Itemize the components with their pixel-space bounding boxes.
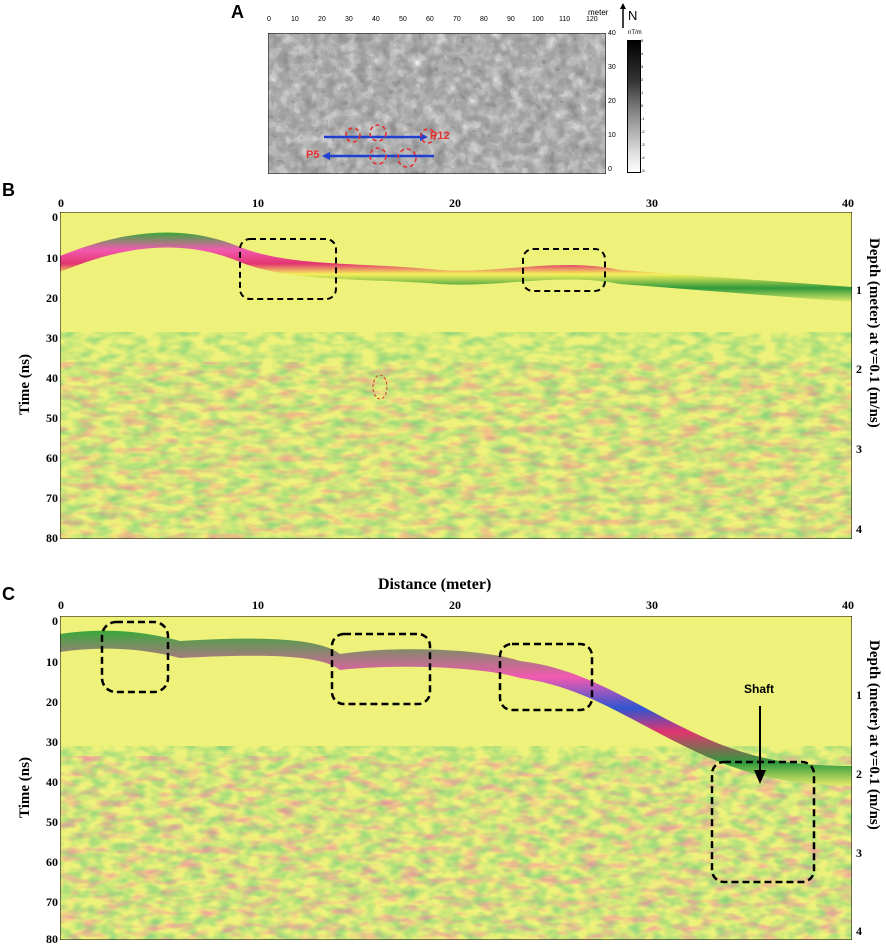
panel-b-x-tick: 10: [252, 196, 264, 210]
colorbar-tick: -3: [641, 142, 645, 147]
colorbar-tick: -4: [641, 155, 645, 160]
panel-c-time-tick: 80: [46, 932, 58, 946]
panel-c-time-tick: 10: [46, 655, 58, 669]
panel-c-depth-label: Depth (meter) at v=0.1 (m/ns): [866, 640, 882, 830]
panel-a-x-unit: meter: [588, 8, 609, 17]
north-arrow-icon: [620, 3, 626, 28]
panel-c-time-tick: 60: [46, 855, 58, 869]
panel-c-x-tick: 30: [646, 598, 658, 612]
panel-c-time-tick: 30: [46, 735, 58, 749]
colorbar-unit: nT/m: [628, 30, 642, 36]
panel-b-radargram: [60, 212, 852, 539]
panel-c-time-tick: 50: [46, 815, 58, 829]
panel-a-x-tick: 80: [480, 16, 488, 23]
panel-c-x-tick: 20: [449, 598, 461, 612]
panel-c-x-title: Distance (meter): [378, 576, 492, 593]
panel-b-depth-tick: 4: [856, 522, 862, 536]
shaft-annotation: Shaft: [744, 682, 774, 696]
panel-a-x-tick: 90: [507, 16, 515, 23]
panel-c-time-tick: 70: [46, 895, 58, 909]
panel-a-x-tick: 100: [532, 16, 544, 23]
profile-label-p5: P5: [306, 149, 320, 161]
panel-b-time-tick: 50: [46, 411, 58, 425]
colorbar-tick: -5: [641, 168, 645, 173]
colorbar-tick: 0: [641, 103, 644, 108]
panel-a-x-tick: 20: [318, 16, 326, 23]
panel-a-letter: A: [231, 2, 244, 22]
colorbar-tick: 4: [641, 51, 644, 56]
panel-c-x-tick: 10: [252, 598, 264, 612]
panel-a-y-tick: 10: [608, 132, 616, 139]
panel-a-y-tick: 20: [608, 98, 616, 105]
panel-b-depth-axis: 1 2 3 4: [856, 212, 872, 542]
panel-b-time-tick: 0: [52, 210, 58, 224]
anomaly-markers: [345, 124, 436, 168]
colorbar-tick: 2: [641, 77, 644, 82]
panel-b-x-tick: 20: [449, 196, 461, 210]
panel-b-time-tick: 20: [46, 291, 58, 305]
panel-a-y-tick: 30: [608, 64, 616, 71]
panel-b-time-tick: 60: [46, 451, 58, 465]
panel-b-x-tick: 0: [58, 196, 64, 210]
colorbar-tick: 1: [641, 90, 644, 95]
panel-a-x-axis: 0 10 20 30 40 50 60 70 80 90 100 110 120: [266, 14, 616, 30]
panel-b-time-tick: 40: [46, 371, 58, 385]
panel-a-x-tick: 30: [345, 16, 353, 23]
panel-a-x-tick: 120: [586, 16, 598, 23]
panel-c-letter: C: [2, 584, 15, 604]
panel-c-anomaly-boxes: [100, 620, 816, 884]
panel-b-depth-tick: 3: [856, 442, 862, 456]
panel-b-time-tick: 30: [46, 331, 58, 345]
panel-c-reflector-band: [60, 630, 852, 786]
panel-c-radargram: [60, 616, 852, 940]
panel-a-x-tick: 0: [267, 16, 271, 23]
panel-a-x-tick: 60: [426, 16, 434, 23]
panel-c-time-tick: 40: [46, 775, 58, 789]
colorbar-tick: -2: [641, 129, 645, 134]
panel-b-time-tick: 80: [46, 531, 58, 545]
panel-a-x-tick: 50: [399, 16, 407, 23]
panel-c-time-axis: 0 10 20 30 40 50 60 70 80: [38, 614, 58, 946]
panel-a-x-tick: 110: [559, 16, 571, 23]
colorbar-ticks: 5 4 3 2 1 0 -1 -2 -3 -4 -5: [641, 38, 653, 173]
panel-a-x-tick: 10: [291, 16, 299, 23]
panel-c-depth-tick: 3: [856, 846, 862, 860]
panel-c-depth-tick: 4: [856, 924, 862, 938]
panel-b-reflector-band: [60, 232, 852, 302]
panel-b-x-tick: 30: [646, 196, 658, 210]
panel-b-time-axis: 0 10 20 30 40 50 60 70 80: [38, 210, 58, 545]
panel-b-time-tick: 70: [46, 491, 58, 505]
panel-b-x-tick: 40: [842, 196, 854, 210]
panel-c-time-tick: 0: [52, 614, 58, 628]
panel-c-time-tick: 20: [46, 695, 58, 709]
colorbar-tick: 3: [641, 64, 644, 69]
panel-b-time-label: Time (ns): [17, 354, 33, 415]
colorbar-tick: 5: [641, 38, 644, 43]
panel-b-time-tick: 10: [46, 251, 58, 265]
panel-a-x-tick: 70: [453, 16, 461, 23]
panel-c-x-axis: 0 10 20 30 40: [58, 598, 858, 614]
panel-c-time-label: Time (ns): [17, 757, 33, 818]
panel-c-depth-tick: 2: [856, 767, 862, 781]
panel-c-x-tick: 0: [58, 598, 64, 612]
profile-label-p12: P12: [430, 130, 450, 142]
panel-a-x-tick: 40: [372, 16, 380, 23]
panel-b-depth-tick: 2: [856, 362, 862, 376]
panel-b-anomaly-boxes: [239, 238, 606, 300]
panel-c-depth-axis: 1 2 3 4: [856, 616, 872, 942]
magnetic-gradient-map: [268, 33, 606, 174]
panel-b-depth-label: Depth (meter) at v=0.1 (m/ns): [866, 238, 882, 428]
panel-b-x-axis: 0 10 20 30 40: [58, 196, 858, 212]
panel-b-depth-tick: 1: [856, 283, 862, 297]
colorbar: [627, 40, 641, 173]
panel-c-depth-tick: 1: [856, 688, 862, 702]
panel-c-x-tick: 40: [842, 598, 854, 612]
colorbar-tick: -1: [641, 116, 645, 121]
panel-a-y-tick: 40: [608, 30, 616, 37]
panel-b-letter: B: [2, 180, 15, 200]
north-label: N: [628, 8, 638, 23]
panel-a-y-axis: 40 30 20 10 0: [608, 30, 626, 178]
panel-a-y-tick: 0: [608, 166, 612, 173]
